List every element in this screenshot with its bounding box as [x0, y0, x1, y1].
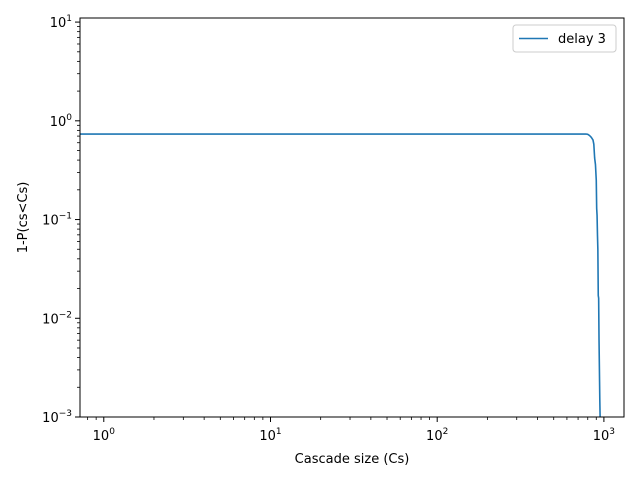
axis-ticks: 100 101 102 103 10−3 10−2 10−1 100 101: [42, 14, 615, 444]
legend-label-delay-3: delay 3: [558, 32, 606, 47]
y-tick-label: 100: [50, 113, 73, 130]
legend: delay 3: [512, 24, 617, 53]
y-axis-label: 1-P(cs<Cs): [16, 182, 31, 254]
y-tick-label: 10−3: [42, 409, 72, 426]
x-tick-label: 100: [93, 427, 116, 444]
plot-area: [80, 133, 601, 417]
x-tick-label: 101: [259, 427, 281, 444]
series-line-delay-3: [80, 133, 601, 417]
y-tick-label: 101: [50, 14, 72, 31]
y-tick-label: 10−1: [42, 212, 72, 229]
x-tick-label: 102: [426, 427, 448, 444]
x-tick-label: 103: [593, 427, 615, 444]
plot-frame: [79, 17, 625, 418]
y-tick-label: 10−2: [42, 310, 72, 327]
x-axis-label: Cascade size (Cs): [295, 452, 410, 467]
legend-box: [512, 24, 617, 53]
